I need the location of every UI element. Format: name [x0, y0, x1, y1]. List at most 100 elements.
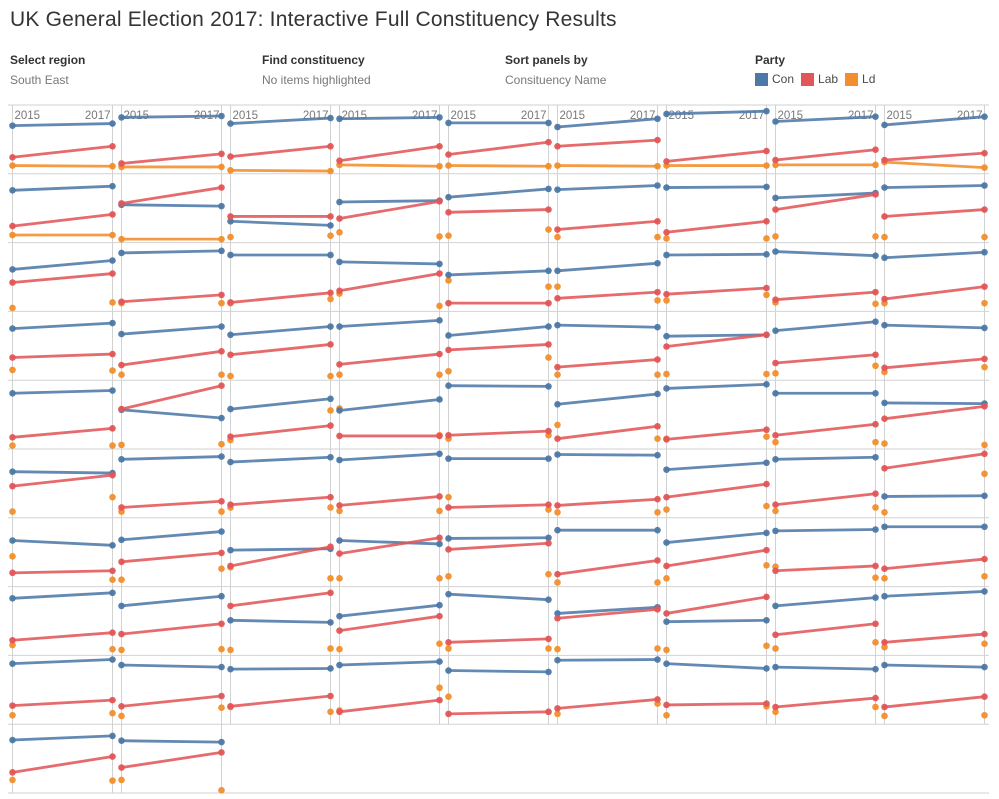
- panel-constituency-37[interactable]: [9, 380, 116, 449]
- panel-constituency-63[interactable]: [881, 517, 988, 587]
- slope-line-con: [883, 115, 986, 127]
- panel-constituency-39[interactable]: [227, 380, 334, 449]
- panel-constituency-74[interactable]: [118, 655, 225, 725]
- panel-constituency-80[interactable]: [772, 655, 879, 725]
- panel-constituency-18[interactable]: [881, 173, 988, 243]
- panel-constituency-24[interactable]: [554, 242, 661, 312]
- panel-constituency-41[interactable]: [445, 380, 552, 449]
- panel-constituency-30[interactable]: [227, 311, 334, 381]
- panel-constituency-50[interactable]: [445, 449, 552, 518]
- panel-constituency-16[interactable]: [663, 173, 770, 243]
- panel-constituency-29[interactable]: [118, 311, 225, 381]
- panel-constituency-7[interactable]: 2015 2017: [663, 105, 770, 174]
- panel-constituency-75[interactable]: [227, 655, 334, 725]
- panel-constituency-38[interactable]: [118, 380, 225, 449]
- panel-constituency-40[interactable]: [336, 380, 443, 449]
- panel-constituency-33[interactable]: [554, 311, 661, 381]
- panel-constituency-22[interactable]: [336, 242, 443, 312]
- panel-constituency-14[interactable]: [445, 173, 552, 243]
- panel-constituency-9[interactable]: 2015 2017: [881, 105, 988, 174]
- legend-item-con[interactable]: Con: [755, 72, 794, 86]
- panel-constituency-83[interactable]: [118, 724, 225, 794]
- point-lab-2015: [772, 501, 779, 509]
- panel-constituency-45[interactable]: [881, 380, 988, 449]
- panel-constituency-57[interactable]: [227, 517, 334, 587]
- panel-constituency-79[interactable]: [663, 655, 770, 725]
- panel-constituency-67[interactable]: [336, 586, 443, 656]
- panel-constituency-69[interactable]: [554, 586, 661, 656]
- panel-constituency-71[interactable]: [772, 586, 879, 656]
- panel-constituency-32[interactable]: [445, 311, 552, 381]
- panel-constituency-1[interactable]: 2015 2017: [9, 105, 116, 174]
- panel-constituency-10[interactable]: [9, 173, 116, 243]
- panel-constituency-26[interactable]: [772, 242, 879, 312]
- panel-constituency-66[interactable]: [227, 586, 334, 656]
- panel-constituency-72[interactable]: [881, 586, 988, 656]
- panel-constituency-28[interactable]: [9, 311, 116, 381]
- panel-constituency-44[interactable]: [772, 380, 879, 449]
- panel-constituency-82[interactable]: [9, 724, 116, 793]
- panel-constituency-27[interactable]: [881, 242, 988, 312]
- point-ld-2015: [554, 508, 561, 516]
- sort-panels-value[interactable]: Consituency Name: [505, 73, 607, 87]
- panel-constituency-42[interactable]: [554, 380, 661, 449]
- panel-constituency-64[interactable]: [9, 586, 116, 656]
- panel-constituency-61[interactable]: [663, 517, 770, 587]
- panel-constituency-12[interactable]: [227, 173, 334, 243]
- panel-constituency-60[interactable]: [554, 517, 661, 587]
- panel-constituency-21[interactable]: [227, 242, 334, 312]
- panel-constituency-34[interactable]: [663, 311, 770, 381]
- slope-line-con: [665, 531, 768, 544]
- panel-constituency-70[interactable]: [663, 586, 770, 656]
- panel-constituency-17[interactable]: [772, 173, 879, 243]
- point-lab-2015: [336, 157, 343, 165]
- panel-constituency-43[interactable]: [663, 380, 770, 449]
- panel-constituency-5[interactable]: 2015 2017: [445, 105, 552, 174]
- panel-constituency-23[interactable]: [445, 242, 552, 312]
- point-con-2017: [545, 383, 552, 390]
- panel-constituency-19[interactable]: [9, 242, 116, 312]
- select-region-control[interactable]: Select region South East: [10, 53, 85, 87]
- point-con-2015: [881, 254, 888, 262]
- select-region-value[interactable]: South East: [10, 73, 69, 87]
- panel-constituency-13[interactable]: [336, 173, 443, 243]
- panel-constituency-31[interactable]: [336, 311, 443, 381]
- find-constituency-value[interactable]: No items highlighted: [262, 73, 371, 87]
- panel-constituency-81[interactable]: [881, 655, 988, 725]
- panel-constituency-20[interactable]: [118, 242, 225, 312]
- panel-constituency-54[interactable]: [881, 449, 988, 518]
- find-constituency-control[interactable]: Find constituency No items highlighted: [262, 53, 371, 87]
- panel-constituency-78[interactable]: [554, 655, 661, 725]
- panel-constituency-59[interactable]: [445, 517, 552, 587]
- panel-constituency-25[interactable]: [663, 242, 770, 312]
- panel-constituency-77[interactable]: [445, 655, 552, 725]
- panel-constituency-49[interactable]: [336, 449, 443, 518]
- panel-constituency-4[interactable]: 2015 2017: [336, 105, 443, 174]
- panel-constituency-48[interactable]: [227, 449, 334, 518]
- panel-constituency-35[interactable]: [772, 311, 879, 381]
- panel-constituency-62[interactable]: [772, 517, 879, 587]
- panel-constituency-3[interactable]: 2015 2017: [227, 105, 334, 175]
- panel-constituency-68[interactable]: [445, 586, 552, 656]
- panel-constituency-53[interactable]: [772, 449, 879, 518]
- panel-constituency-51[interactable]: [554, 449, 661, 518]
- panel-constituency-56[interactable]: [118, 517, 225, 587]
- point-lab-2017: [981, 149, 988, 157]
- panel-constituency-46[interactable]: [9, 449, 116, 518]
- panel-constituency-36[interactable]: [881, 311, 988, 381]
- legend-item-lab[interactable]: Lab: [801, 72, 838, 86]
- panel-constituency-65[interactable]: [118, 586, 225, 656]
- panel-constituency-58[interactable]: [336, 517, 443, 587]
- sort-panels-control[interactable]: Sort panels by Consituency Name: [505, 53, 606, 87]
- panel-constituency-47[interactable]: [118, 449, 225, 518]
- panel-constituency-73[interactable]: [9, 655, 116, 725]
- legend-item-ld[interactable]: Ld: [845, 72, 875, 86]
- panel-constituency-6[interactable]: 2015 2017: [554, 105, 661, 174]
- panel-constituency-11[interactable]: [118, 173, 225, 243]
- panel-constituency-76[interactable]: [336, 655, 443, 725]
- panel-constituency-55[interactable]: [9, 517, 116, 587]
- panel-constituency-15[interactable]: [554, 173, 661, 243]
- panel-constituency-52[interactable]: [663, 449, 770, 518]
- panel-constituency-8[interactable]: 2015 2017: [772, 105, 879, 174]
